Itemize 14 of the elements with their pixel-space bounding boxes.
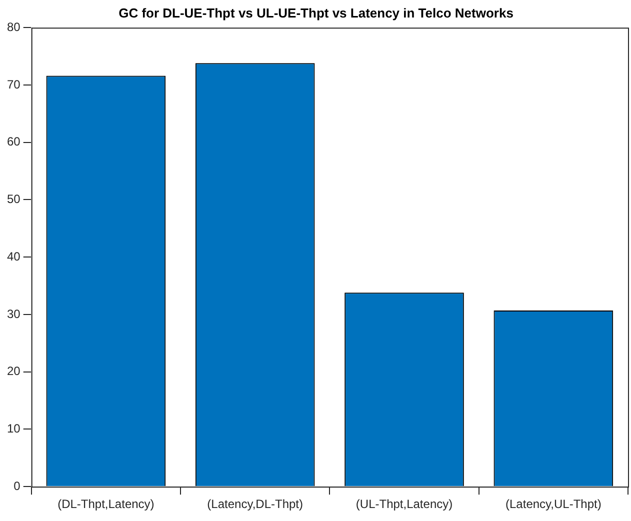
y-tick-label: 50 — [6, 192, 21, 206]
y-tick-label: 10 — [6, 422, 21, 436]
y-tick-label: 20 — [6, 364, 21, 378]
x-tick-label: (Latency,DL-Thpt) — [207, 497, 303, 512]
y-tick-label: 30 — [6, 306, 21, 321]
x-tick-label: (DL-Thpt,Latency) — [58, 497, 154, 512]
chart-title: GC for DL-UE-Thpt vs UL-UE-Thpt vs Latency in Telco Networks — [118, 5, 514, 20]
x-tick-label: (Latency,UL-Thpt) — [506, 497, 602, 512]
y-tick-label: 40 — [6, 249, 21, 264]
y-tick-label: 70 — [6, 77, 21, 92]
y-tick-label: 60 — [6, 134, 21, 149]
x-tick-label: (UL-Thpt,Latency) — [356, 497, 453, 512]
y-tick-label: 0 — [14, 478, 21, 493]
y-tick-label: 80 — [6, 20, 21, 34]
